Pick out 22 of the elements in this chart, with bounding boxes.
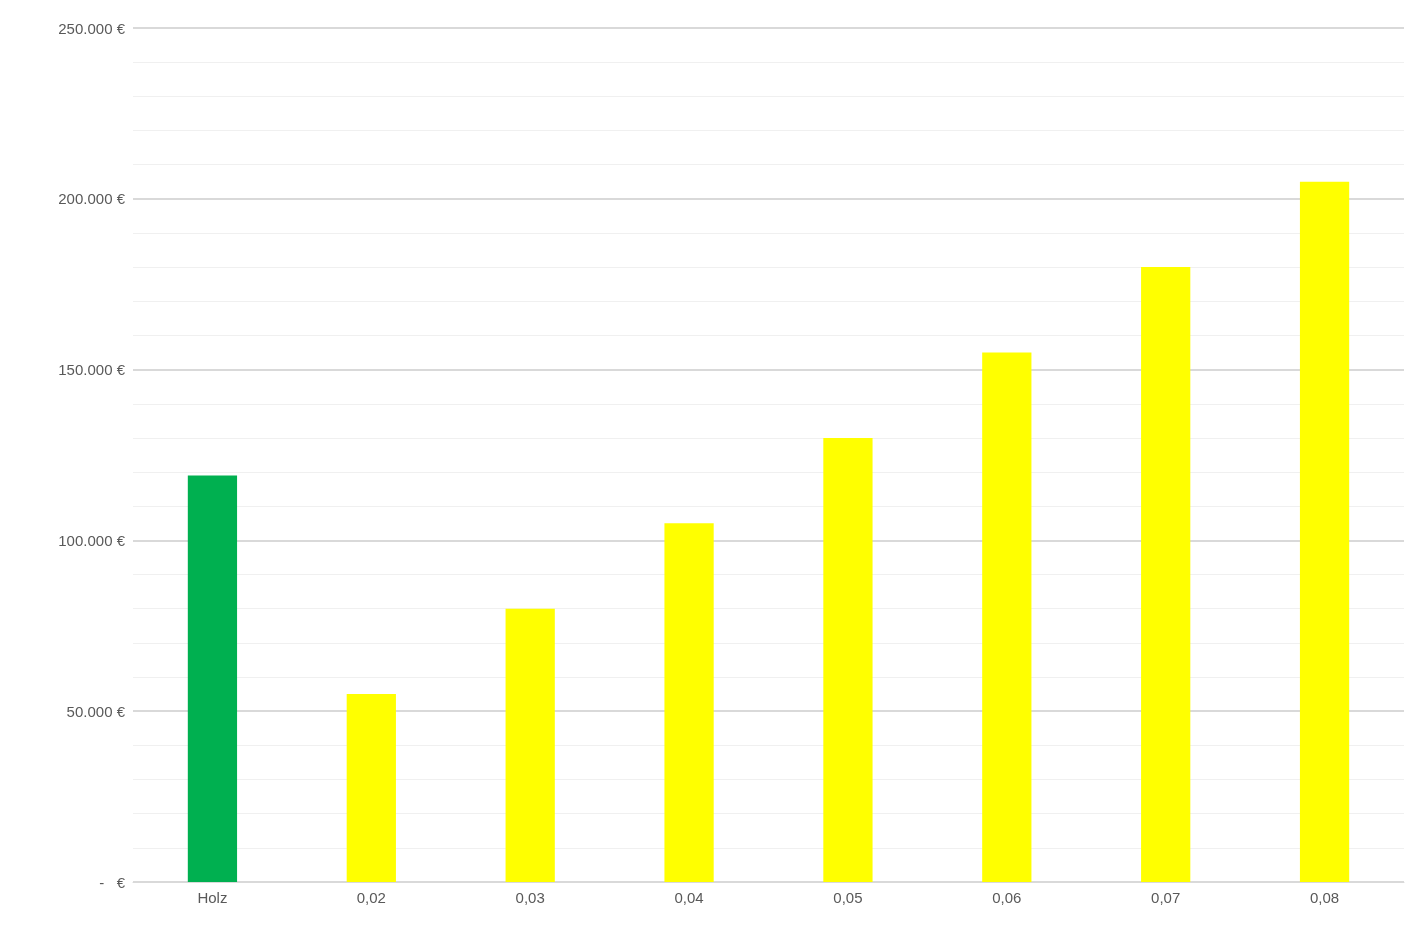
bar (982, 352, 1032, 882)
y-tick-label: 150.000 € (58, 361, 126, 379)
y-tick-label: - € (99, 873, 126, 891)
y-tick-label: 200.000 € (58, 190, 126, 208)
y-tick-label: 250.000 € (58, 19, 126, 37)
x-tick-label: 0,03 (515, 889, 545, 906)
x-tick-label: 0,07 (1151, 889, 1181, 906)
y-tick-label: 50.000 € (66, 702, 126, 720)
x-tick-label: 0,04 (674, 889, 704, 906)
x-tick-label: Holz (197, 889, 228, 906)
bar (823, 437, 873, 882)
y-tick-label: 100.000 € (58, 531, 126, 549)
x-tick-label: 0,08 (1309, 889, 1340, 906)
bar (346, 694, 396, 882)
bar (187, 475, 238, 882)
bar (1299, 181, 1350, 882)
bar (505, 608, 555, 882)
bar (1141, 267, 1191, 882)
x-tick-label: 0,05 (833, 889, 863, 906)
x-tick-label: 0,06 (992, 889, 1022, 906)
bar (664, 523, 714, 882)
x-tick-label: 0,02 (356, 889, 386, 906)
